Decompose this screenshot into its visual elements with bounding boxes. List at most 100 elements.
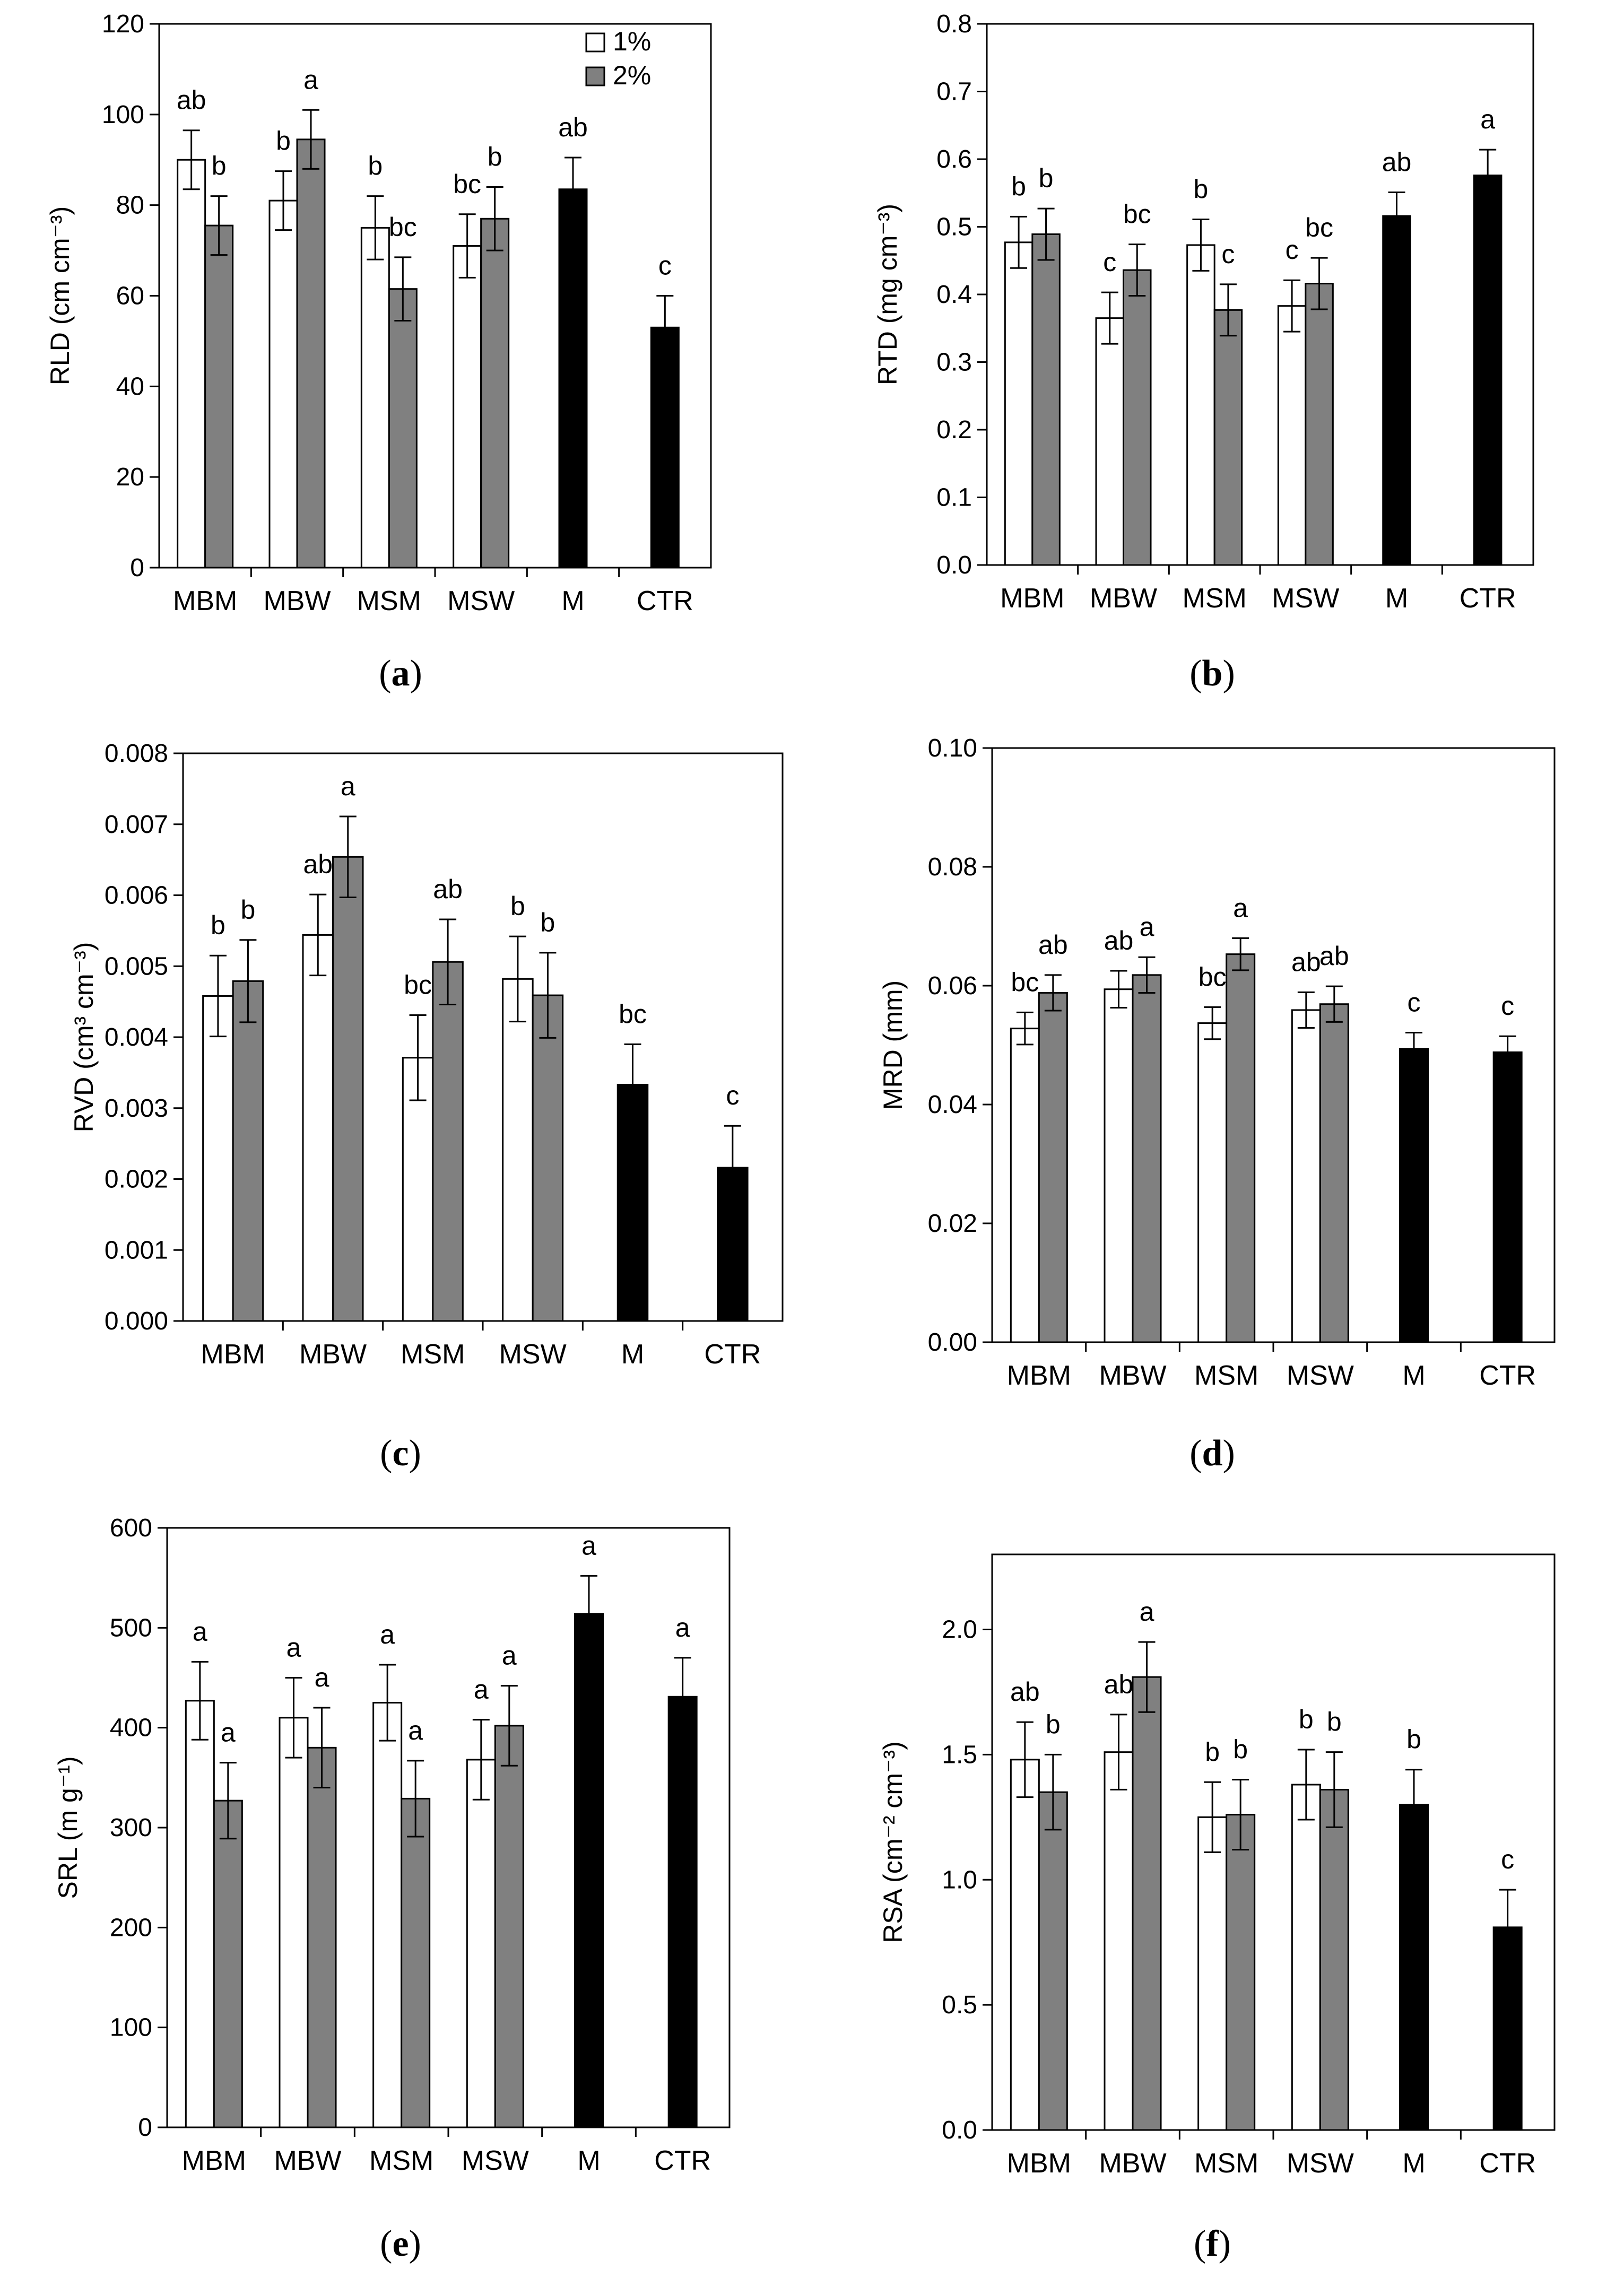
chart-b-significance-letter: c	[1286, 235, 1299, 265]
chart-panel-f: 0.0 0.5 1.0 1.5 2.0 RSA (cm⁻² cm⁻³) MBM MBW MSM M…	[812, 1501, 1624, 2180]
chart-f-bar-two-percent	[1132, 1676, 1162, 2131]
chart-f-bar-two-percent	[1226, 1814, 1256, 2131]
chart-c-ytick-label: 0.005	[105, 952, 168, 980]
chart-a-significance-letter: b	[212, 151, 227, 181]
chart-e-significance-letter: a	[675, 1613, 690, 1642]
chart-c-bar-two-percent	[432, 961, 464, 1322]
chart-c-significance-letter: bc	[619, 999, 647, 1029]
chart-a-ytick-label: 60	[116, 282, 144, 310]
chart-e-ytick-label: 300	[110, 1814, 152, 1842]
chart-b-bar-two-percent	[1123, 269, 1152, 566]
chart-f-category-label: CTR	[1479, 2148, 1536, 2179]
chart-e-significance-letter: a	[380, 1620, 395, 1649]
chart-f-svg: 0.0 0.5 1.0 1.5 2.0 RSA (cm⁻² cm⁻³) MBM MBW MSM M…	[878, 1553, 1556, 2179]
chart-c-ytick-label: 0.007	[105, 811, 168, 839]
chart-a-ytick-label: 120	[102, 10, 144, 38]
chart-d-ytick-label: 0.06	[928, 972, 977, 1000]
chart-b-ytick-label: 0.3	[936, 349, 972, 377]
chart-b-category-label: MBW	[1090, 583, 1157, 614]
chart-e-bar-two-percent	[494, 1725, 524, 2128]
chart-a-significance-letter: ab	[558, 112, 588, 142]
chart-c-bar-one-percent	[502, 978, 534, 1322]
panel-label-d: (d)	[1189, 1433, 1235, 1474]
chart-f-significance-letter: ab	[1104, 1670, 1134, 1699]
chart-c-ylabel: RVD (cm³ cm⁻³)	[69, 942, 99, 1133]
chart-d-svg: 0.00 0.02 0.04 0.06 0.08 0.10 MRD (mm) MBM MBW MS…	[878, 734, 1556, 1391]
chart-f-significance-letter: a	[1140, 1597, 1154, 1627]
chart-panel-a: 0 20 40 60 80 100 120 RLD (cm cm⁻³) MBM MBW MSM MSW…	[0, 0, 812, 653]
chart-f-bar-one-percent	[1291, 1784, 1321, 2131]
chart-e-significance-letter: a	[502, 1641, 517, 1671]
chart-b-bar-two-percent	[1305, 283, 1334, 566]
panel-label-c: (c)	[380, 1433, 421, 1474]
chart-b-significance-letter: bc	[1123, 199, 1151, 229]
chart-e-plot-frame	[166, 1527, 731, 2128]
chart-e-category-label: MBM	[182, 2145, 246, 2176]
chart-a-legend-swatch-one-percent	[585, 32, 605, 53]
chart-d-significance-letter: ab	[1291, 947, 1321, 977]
chart-d-significance-letter: bc	[1199, 962, 1227, 992]
chart-c-category-label: MBW	[299, 1339, 367, 1370]
chart-e-bar-one-percent	[466, 1759, 496, 2128]
chart-d-category-label: M	[1402, 1360, 1425, 1391]
chart-b-category-label: MSM	[1183, 583, 1247, 614]
chart-b-bar-one-percent	[1277, 305, 1307, 566]
chart-e-ytick-label: 500	[110, 1614, 152, 1642]
chart-a-significance-letter: ab	[177, 85, 206, 115]
chart-e-ytick-label: 200	[110, 1914, 152, 1942]
chart-d-bar-one-percent	[1010, 1028, 1040, 1343]
chart-a-significance-letter: b	[368, 151, 383, 181]
chart-b-significance-letter: ab	[1382, 147, 1412, 177]
chart-a-significance-letter: b	[276, 126, 291, 156]
chart-a-bar-two-percent	[388, 288, 418, 569]
chart-b-category-label: CTR	[1460, 583, 1516, 614]
chart-b-svg: 0.0 0.1 0.2 0.3 0.4 0.5 0.6 0.7 0.8 RTD (mg cm⁻³)…	[873, 10, 1534, 614]
chart-c-significance-letter: ab	[303, 849, 333, 879]
chart-a-significance-letter: bc	[389, 212, 417, 242]
chart-b-ytick-label: 0.5	[936, 213, 972, 241]
chart-e-bar-two-percent	[307, 1746, 337, 2128]
chart-a-category-label: M	[561, 586, 584, 616]
chart-a-bar-one-percent	[453, 245, 482, 569]
chart-b-bar-two-percent	[1213, 309, 1243, 566]
chart-panel-e: 0 100 200 300 400 500 600 SRL (m g⁻¹) MBM MBW MSM M…	[0, 1501, 812, 2180]
chart-b-ytick-label: 0.1	[936, 484, 972, 512]
chart-e-bar-one-percent	[279, 1717, 309, 2128]
chart-c-significance-letter: c	[726, 1081, 739, 1110]
chart-e-ytick-label: 600	[110, 1514, 152, 1542]
chart-b-category-label: MBM	[1000, 583, 1064, 614]
chart-e-bar-two-percent	[213, 1799, 243, 2128]
chart-c-bar-two-percent	[532, 994, 564, 1322]
chart-b-category-label: M	[1385, 583, 1408, 614]
chart-a-plot-frame	[158, 23, 712, 569]
chart-f-significance-letter: ab	[1010, 1677, 1040, 1707]
chart-f-category-label: MBW	[1099, 2148, 1166, 2179]
chart-a-category-label: MSW	[447, 586, 515, 616]
chart-e-bar-solid	[667, 1696, 698, 2128]
chart-a-category-label: MSM	[357, 586, 421, 616]
chart-d-ytick-label: 0.00	[928, 1328, 977, 1357]
chart-e-significance-letter: a	[581, 1531, 596, 1560]
panel-label-f: (f)	[1194, 2223, 1231, 2264]
chart-panel-d: 0.00 0.02 0.04 0.06 0.08 0.10 MRD (mm) MBM MBW MS…	[812, 721, 1624, 1406]
chart-a-bar-one-percent	[268, 199, 298, 569]
chart-f-significance-letter: b	[1327, 1707, 1342, 1737]
chart-d-bar-two-percent	[1319, 1003, 1349, 1343]
chart-a-category-label: MBW	[263, 586, 331, 616]
chart-b-significance-letter: b	[1194, 174, 1209, 204]
chart-d-significance-letter: ab	[1104, 926, 1134, 955]
chart-c-category-label: MSM	[401, 1339, 465, 1370]
chart-e-ytick-label: 100	[110, 2014, 152, 2042]
chart-e-ytick-label: 400	[110, 1714, 152, 1742]
chart-e-bar-one-percent	[372, 1702, 403, 2128]
chart-c-ytick-label: 0.001	[105, 1236, 168, 1264]
chart-f-bar-one-percent	[1104, 1751, 1134, 2131]
chart-e-significance-letter: a	[315, 1663, 329, 1692]
chart-b-significance-letter: b	[1039, 163, 1054, 193]
chart-b-significance-letter: a	[1480, 105, 1495, 134]
chart-d-category-label: MBM	[1007, 1360, 1071, 1391]
chart-f-ytick-label: 1.5	[942, 1741, 977, 1769]
chart-e-significance-letter: a	[286, 1633, 301, 1663]
chart-b-ytick-label: 0.6	[936, 145, 972, 173]
chart-a-legend-label-one-percent: 1%	[613, 27, 651, 56]
